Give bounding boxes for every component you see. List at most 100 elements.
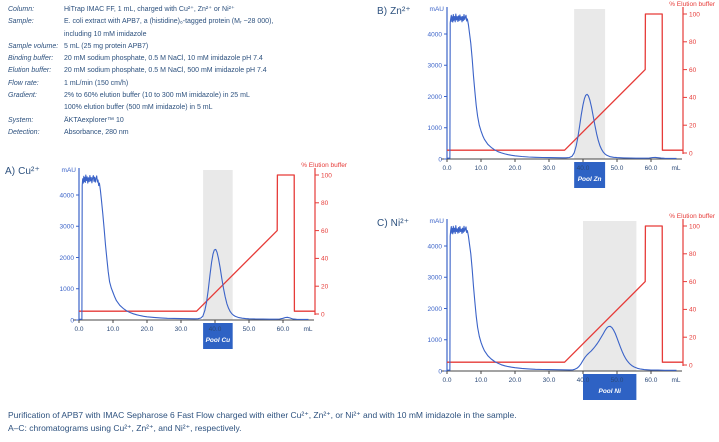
y-left-tick-label: 2000 [428,94,443,101]
y-right-tick-label: 0 [689,362,693,369]
y-right-axis-title: % Elution buffer [301,162,348,169]
details-row: Detection: Absorbance, 280 nm [8,127,273,139]
y-right-tick-label: 60 [689,279,697,286]
details-label: System: [8,116,34,124]
figure-caption: Purification of APB7 with IMAC Sepharose… [8,409,517,435]
y-left-tick-label: 0 [438,156,442,163]
details-row: Gradient: 2% to 60% elution buffer (10 to… [8,90,273,115]
y-right-tick-label: 100 [689,11,700,18]
details-row: Elution buffer: 20 mM sodium phosphate, 0… [8,65,273,77]
caption-line-2: A–C: chromatograms using Cu²⁺, Zn²⁺, and… [8,423,242,433]
absorbance-curve [79,174,309,320]
y-right-tick-label: 60 [321,228,329,235]
y-right-tick-label: 100 [321,172,332,179]
chromatogram-ni: 0 1000 2000 3000 4000 0 20 40 60 80 100 mAU % Elutio… [428,213,716,400]
y-right-tick-label: 40 [321,256,329,263]
chromatogram-zn: 0 1000 2000 3000 4000 0 20 40 60 80 100 mAU % Elutio… [428,1,716,188]
chart-a-title: A) Cu²⁺ [5,166,40,177]
y-left-tick-label: 1000 [428,125,443,132]
x-tick-label: 50.0 [611,165,624,172]
x-tick-label: 10.0 [107,326,120,333]
x-tick-label: 60.0 [277,326,290,333]
y-left-axis-title: mAU [430,218,445,225]
y-left-tick-label: 1000 [428,337,443,344]
y-left-tick-label: 3000 [60,224,75,231]
details-label: Sample: [8,18,34,26]
y-right-tick-label: 80 [689,39,697,46]
details-value: E. coli extract with APB7, a (histidine)… [64,18,274,38]
gradient-curve [447,225,683,363]
pool-marker [583,374,637,400]
y-right-axis-title: % Elution buffer [669,1,716,8]
y-left-tick-label: 2000 [60,255,75,262]
details-row: Flow rate: 1 mL/min (150 cm/h) [8,78,273,90]
x-tick-label: 20.0 [141,326,154,333]
y-left-tick-label: 1000 [60,286,75,293]
x-tick-label: 60.0 [645,165,658,172]
y-right-tick-label: 80 [689,251,697,258]
details-value: 5 mL (25 mg protein APB7) [64,42,149,50]
y-left-tick-label: 2000 [428,306,443,313]
y-left-tick-label: 0 [70,317,74,324]
method-details: Column: HiTrap IMAC FF, 1 mL, charged wit… [8,4,273,139]
x-tick-label: 20.0 [509,165,522,172]
chart-b-title: B) Zn²⁺ [377,6,411,17]
y-right-tick-label: 40 [689,95,697,102]
x-unit-label: mL [671,377,680,384]
x-tick-label: 40.0 [577,377,590,384]
details-label: Sample volume: [8,42,59,50]
details-label: Elution buffer: [8,67,52,75]
y-right-tick-label: 40 [689,307,697,314]
y-right-tick-label: 20 [321,284,329,291]
pool-band [583,221,637,371]
y-left-tick-label: 4000 [60,192,75,199]
chromatogram-cu: 0 1000 2000 3000 4000 0 20 40 60 80 100 mAU % Elutio… [60,162,348,349]
x-tick-label: 50.0 [611,377,624,384]
x-tick-label: 10.0 [475,377,488,384]
pool-marker [203,323,233,349]
y-right-axis-title: % Elution buffer [669,213,716,220]
x-unit-label: mL [671,165,680,172]
details-label: Detection: [8,128,40,136]
details-value: HiTrap IMAC FF, 1 mL, charged with Cu²⁺,… [64,6,235,13]
y-right-tick-label: 60 [689,67,697,74]
x-tick-label: 30.0 [543,165,556,172]
x-tick-label: 40.0 [209,326,222,333]
y-left-axis-title: mAU [430,6,445,13]
details-label: Flow rate: [8,79,39,87]
details-row: Column: HiTrap IMAC FF, 1 mL, charged wit… [8,4,273,16]
details-label: Binding buffer: [8,55,54,63]
details-value: ÄKTAexplorer™ 10 [64,116,124,124]
details-value: 20 mM sodium phosphate, 0.5 M NaCl, 500 … [64,67,267,75]
y-right-tick-label: 20 [689,123,697,130]
y-left-tick-label: 0 [438,368,442,375]
x-tick-label: 0.0 [442,165,451,172]
y-right-tick-label: 0 [689,150,693,157]
absorbance-curve [447,225,677,371]
pool-label: Pool Zn [578,176,602,183]
details-label: Column: [8,6,35,13]
x-tick-label: 10.0 [475,165,488,172]
x-tick-label: 30.0 [175,326,188,333]
pool-label: Pool Ni [598,388,621,395]
x-tick-label: 20.0 [509,377,522,384]
details-row: System: ÄKTAexplorer™ 10 [8,115,273,127]
details-row: Sample volume: 5 mL (25 mg protein APB7) [8,41,273,53]
pool-band [574,9,606,159]
y-left-tick-label: 4000 [428,243,443,250]
y-right-tick-label: 0 [321,311,325,318]
absorbance-curve [447,13,677,159]
details-value: 1 mL/min (150 cm/h) [64,79,129,87]
details-row: Sample: E. coli extract with APB7, a (his… [8,16,273,41]
y-left-tick-label: 3000 [428,63,443,70]
details-row: Binding buffer: 20 mM sodium phosphate, 0… [8,53,273,65]
x-tick-label: 0.0 [442,377,451,384]
y-right-tick-label: 20 [689,335,697,342]
y-left-axis-title: mAU [62,167,77,174]
y-left-tick-label: 4000 [428,31,443,38]
pool-label: Pool Cu [206,337,231,344]
details-label: Gradient: [8,92,37,100]
details-value: 2% to 60% elution buffer (10 to 300 mM i… [64,92,250,112]
gradient-curve [447,13,683,151]
x-tick-label: 30.0 [543,377,556,384]
